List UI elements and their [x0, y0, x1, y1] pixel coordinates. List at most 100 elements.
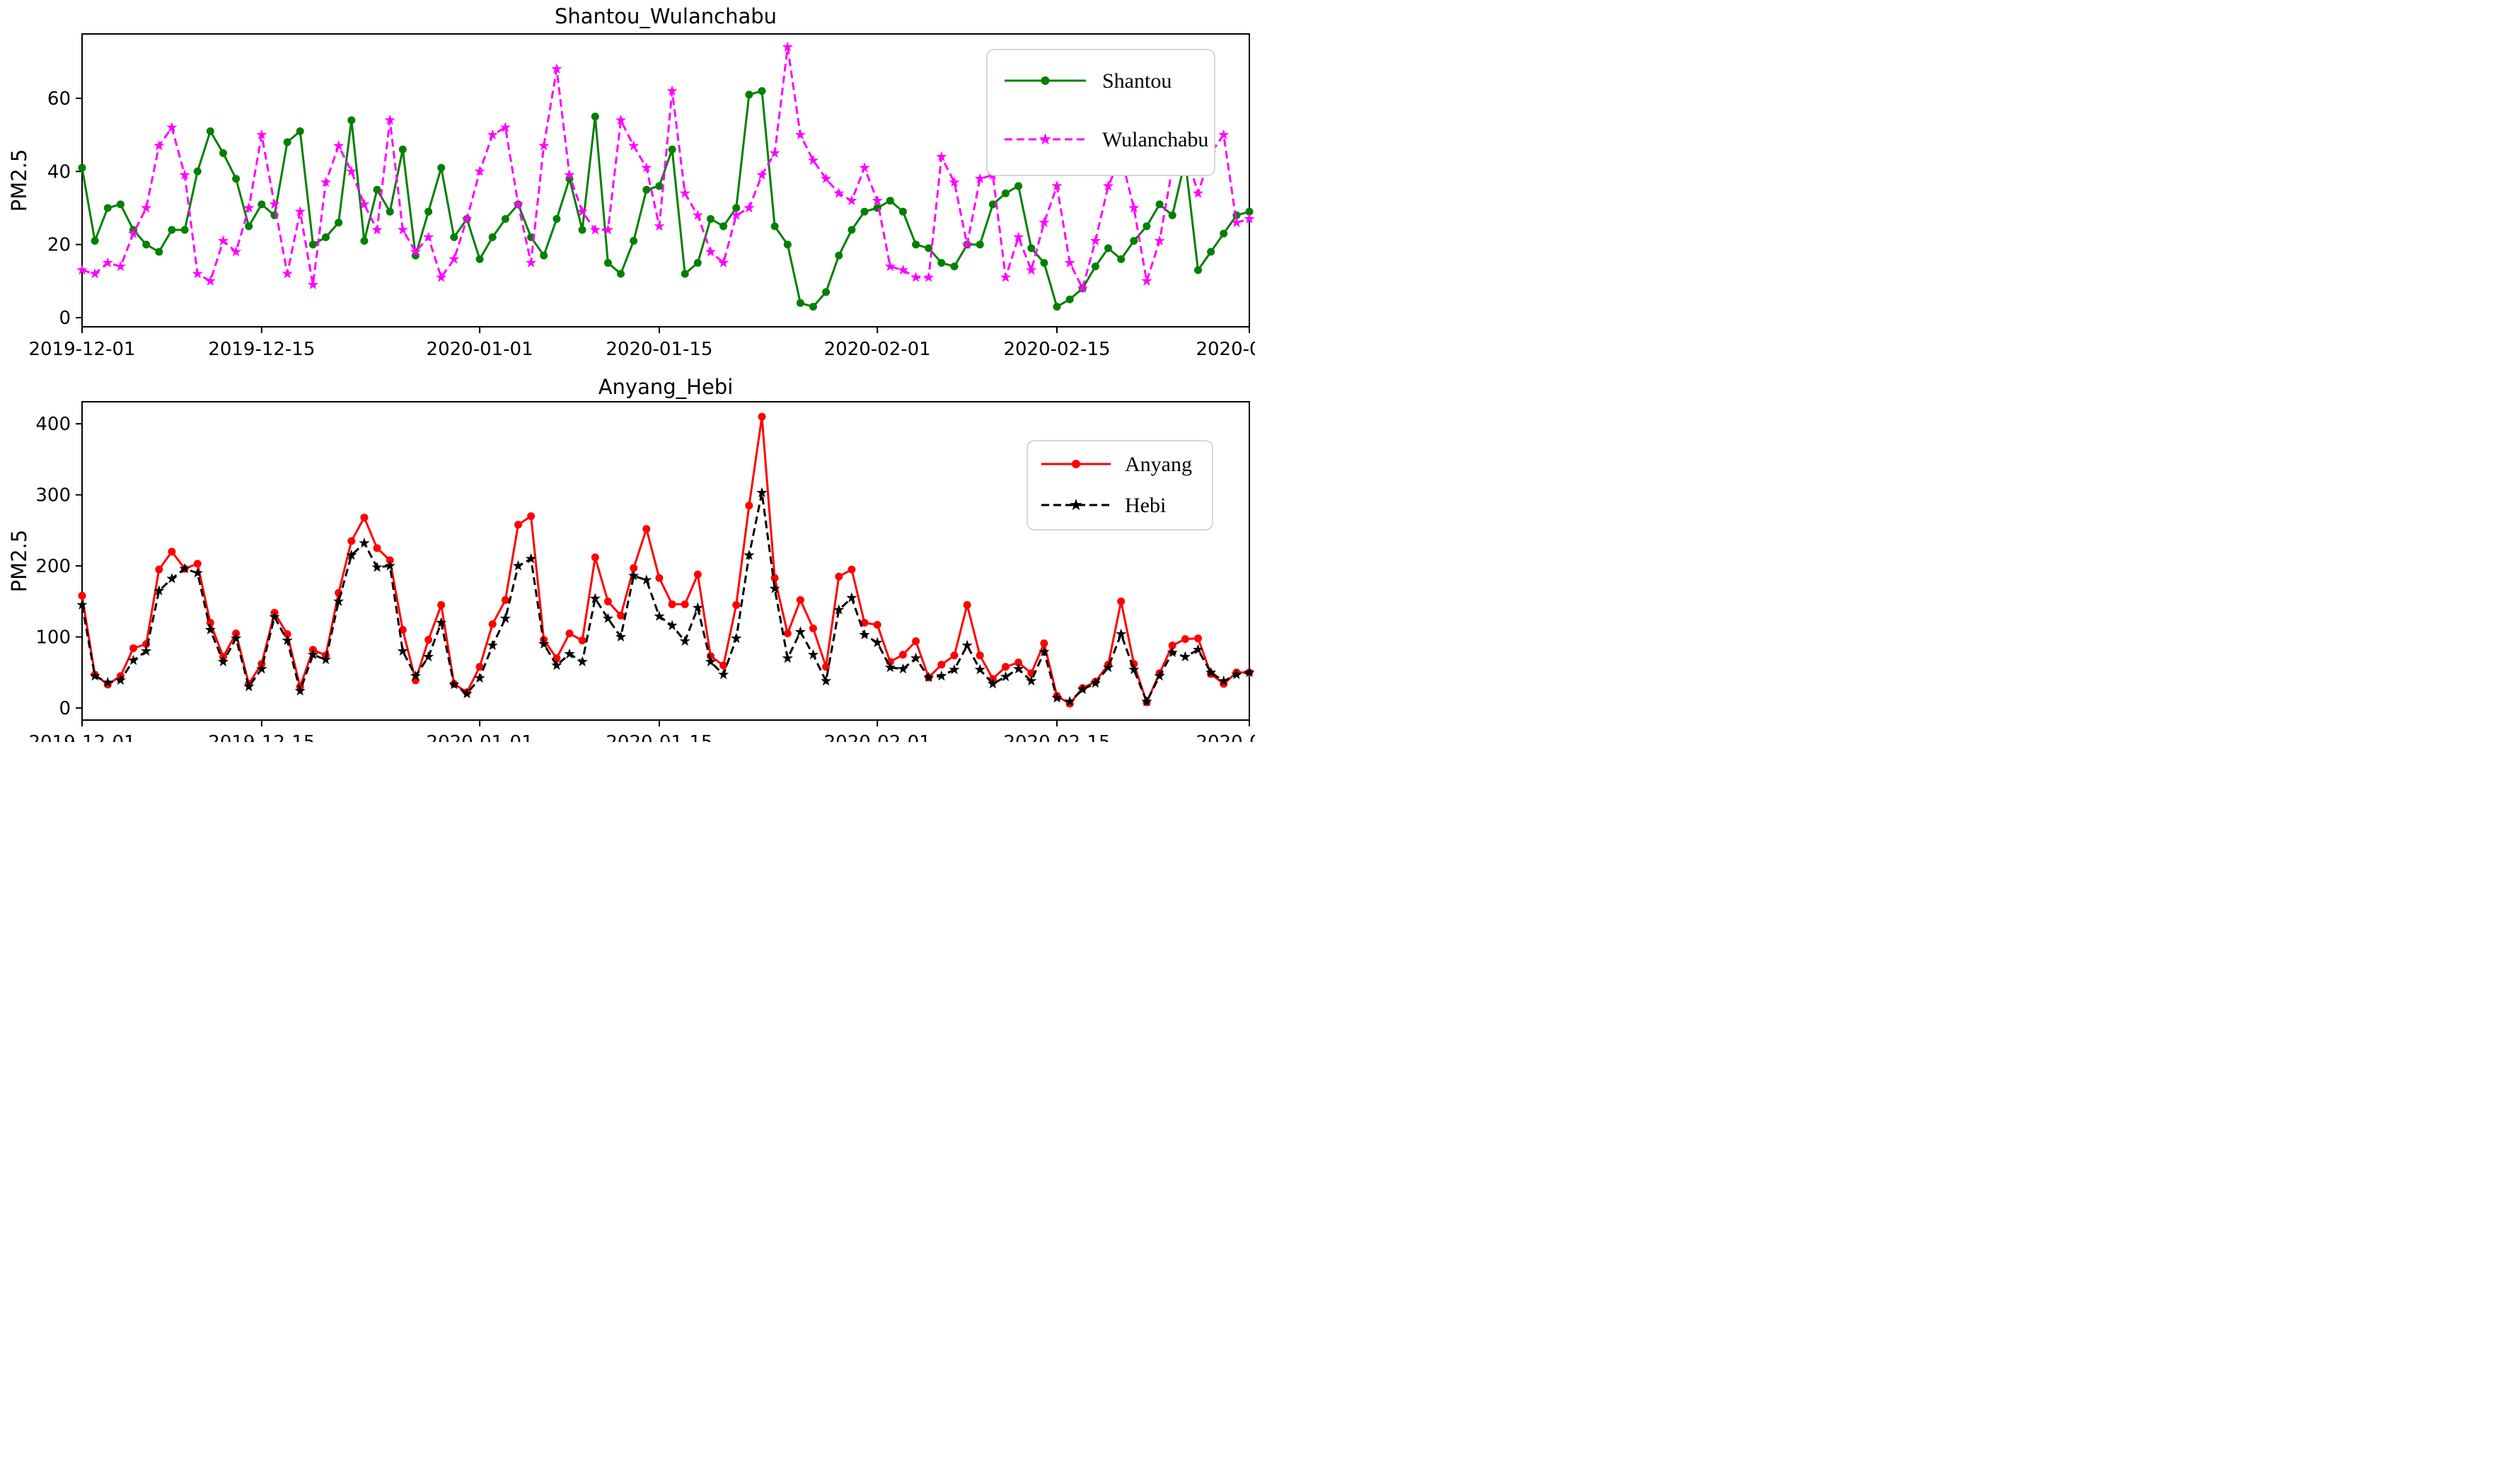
marker-star: [705, 246, 717, 257]
marker-star: [1089, 677, 1101, 688]
marker-star: [884, 260, 896, 272]
legend-marker-circle: [1072, 460, 1080, 468]
marker-star: [487, 129, 498, 140]
marker-circle: [719, 222, 728, 231]
marker-star: [602, 613, 613, 623]
marker-star: [910, 272, 922, 282]
marker-star: [1167, 647, 1178, 657]
marker-star: [1013, 231, 1024, 242]
marker-circle: [578, 226, 586, 234]
marker-circle: [206, 127, 214, 135]
legend-label: Hebi: [1125, 494, 1166, 517]
marker-star: [499, 613, 511, 623]
y-tick-label: 100: [35, 627, 71, 648]
marker-star: [1141, 695, 1152, 707]
marker-star: [744, 202, 755, 213]
marker-circle: [129, 644, 137, 652]
marker-star: [231, 246, 242, 257]
marker-star: [449, 253, 460, 264]
marker-circle: [642, 185, 651, 194]
marker-star: [115, 260, 126, 272]
marker-circle: [912, 637, 920, 645]
y-tick-label: 60: [47, 88, 71, 110]
marker-circle: [347, 537, 356, 545]
marker-star: [410, 670, 421, 681]
marker-star: [423, 231, 434, 242]
marker-star: [1039, 646, 1050, 656]
marker-circle: [732, 601, 741, 609]
marker-star: [1218, 129, 1230, 140]
marker-star: [577, 656, 588, 667]
marker-star: [166, 573, 178, 584]
marker-circle: [78, 591, 86, 600]
marker-star: [615, 631, 627, 642]
marker-star: [666, 85, 678, 96]
marker-circle: [745, 91, 753, 99]
marker-star: [1051, 692, 1063, 703]
marker-circle: [1181, 635, 1189, 643]
marker-star: [1141, 275, 1152, 286]
marker-star: [538, 140, 550, 151]
legend-marker-star: [1070, 499, 1082, 511]
marker-star: [1102, 180, 1114, 191]
marker-star: [384, 560, 395, 571]
marker-star: [461, 213, 473, 224]
marker-circle: [437, 163, 446, 172]
marker-circle: [822, 288, 831, 296]
marker-star: [359, 537, 370, 548]
marker-circle: [424, 207, 433, 216]
marker-star: [1205, 666, 1217, 678]
marker-circle: [770, 574, 779, 582]
marker-circle: [642, 525, 651, 533]
marker-circle: [488, 620, 497, 628]
marker-star: [589, 593, 601, 603]
marker-star: [872, 195, 883, 206]
marker-star: [294, 206, 306, 216]
marker-circle: [155, 565, 163, 574]
marker-circle: [886, 197, 894, 205]
marker-circle: [1002, 189, 1010, 197]
marker-circle: [745, 502, 753, 510]
y-tick-label: 0: [59, 698, 71, 719]
marker-star: [76, 599, 88, 610]
y-tick-label: 300: [35, 485, 71, 506]
marker-star: [1064, 257, 1075, 267]
marker-star: [410, 246, 421, 257]
marker-star: [782, 41, 793, 52]
marker-star: [1231, 668, 1242, 680]
marker-star: [641, 574, 652, 585]
marker-star: [1000, 272, 1012, 282]
marker-star: [718, 668, 729, 680]
marker-star: [589, 224, 601, 235]
marker-circle: [770, 222, 779, 231]
marker-circle: [937, 661, 946, 669]
series-wulanchabu: [76, 41, 1255, 294]
marker-star: [551, 63, 562, 74]
marker-circle: [514, 521, 522, 529]
marker-star: [397, 645, 408, 656]
marker-star: [243, 680, 255, 692]
marker-star: [1218, 675, 1230, 686]
marker-star: [371, 224, 383, 235]
marker-star: [961, 639, 973, 650]
marker-circle: [501, 215, 509, 223]
marker-star: [564, 169, 575, 180]
marker-star: [923, 272, 935, 282]
marker-star: [731, 209, 742, 220]
marker-circle: [245, 222, 253, 231]
figure: Shantou_Wulanchabu PM2.5 2019-12-01 2019-…: [0, 0, 1255, 742]
marker-star: [1192, 187, 1204, 198]
x-tick-label: 2019-12-01: [28, 339, 135, 360]
legend-marker-circle: [1041, 76, 1050, 85]
marker-star: [884, 661, 896, 673]
marker-circle: [783, 240, 792, 249]
marker-star: [127, 654, 139, 666]
x-tick-label: 2020-01-15: [606, 732, 712, 742]
marker-circle: [78, 163, 86, 172]
marker-star: [974, 173, 985, 184]
marker-star: [782, 652, 793, 663]
marker-star: [1128, 663, 1140, 675]
chart-title-bottom: Anyang_Hebi: [598, 375, 734, 399]
marker-circle: [1130, 237, 1138, 245]
marker-star: [359, 198, 370, 209]
